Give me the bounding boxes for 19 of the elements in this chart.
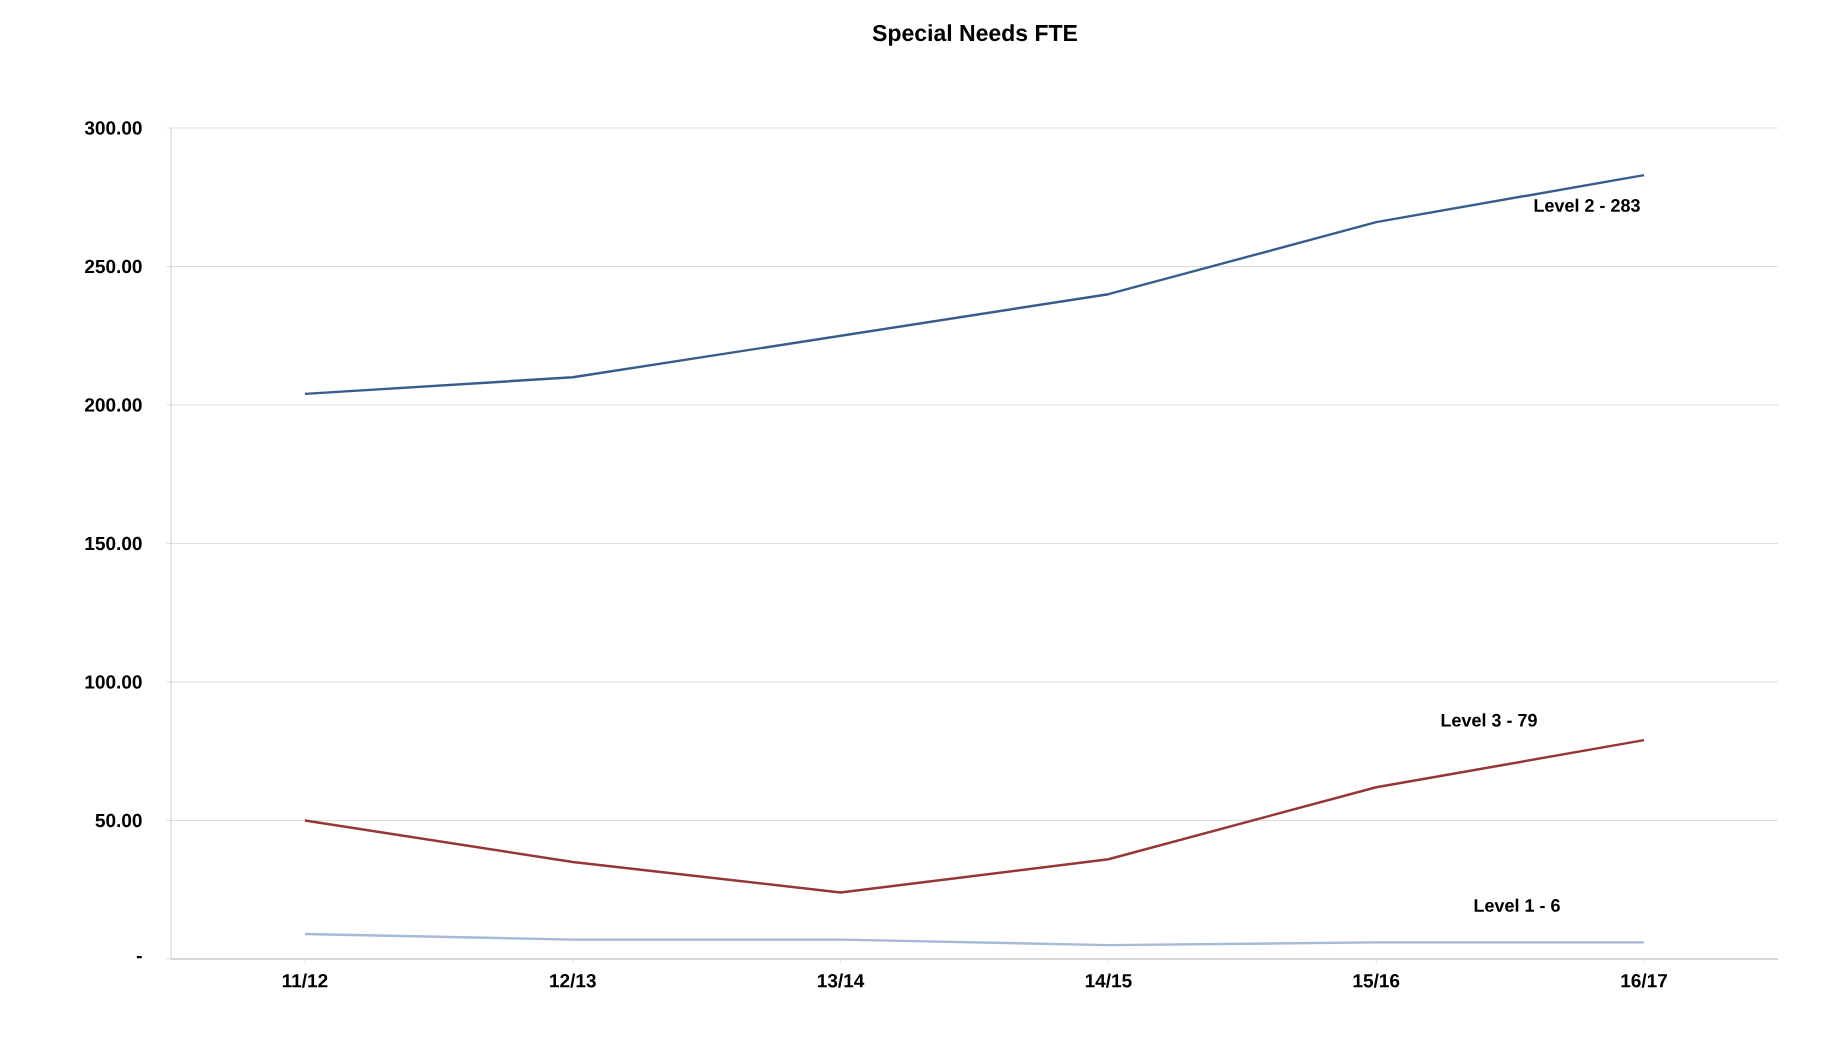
series-label: Level 2 - 283: [1534, 198, 1640, 212]
y-tick-label: -: [136, 955, 142, 959]
y-tick-label: 250.00: [85, 259, 142, 274]
series-label: Level 3 - 79: [1441, 713, 1537, 727]
x-tick-label: 12/13: [550, 973, 596, 988]
x-tick-label: 14/15: [1085, 973, 1132, 988]
chart-title: Special Needs FTE: [872, 24, 1077, 46]
y-tick-label: 150.00: [85, 536, 142, 551]
y-tick-label: 200.00: [85, 398, 142, 412]
line-series: [303, 932, 1646, 947]
x-tick-label: 16/17: [1621, 973, 1667, 988]
line-series: [303, 738, 1646, 894]
x-tick-label: 15/16: [1353, 973, 1400, 988]
y-tick-label: 50.00: [95, 813, 142, 828]
series-label: Level 1 - 6: [1474, 898, 1560, 912]
y-tick-label: 300.00: [84, 121, 142, 135]
y-tick-label: 100.00: [85, 675, 142, 689]
x-tick-label: 11/12: [282, 973, 328, 988]
x-tick-label: 13/14: [817, 973, 865, 988]
